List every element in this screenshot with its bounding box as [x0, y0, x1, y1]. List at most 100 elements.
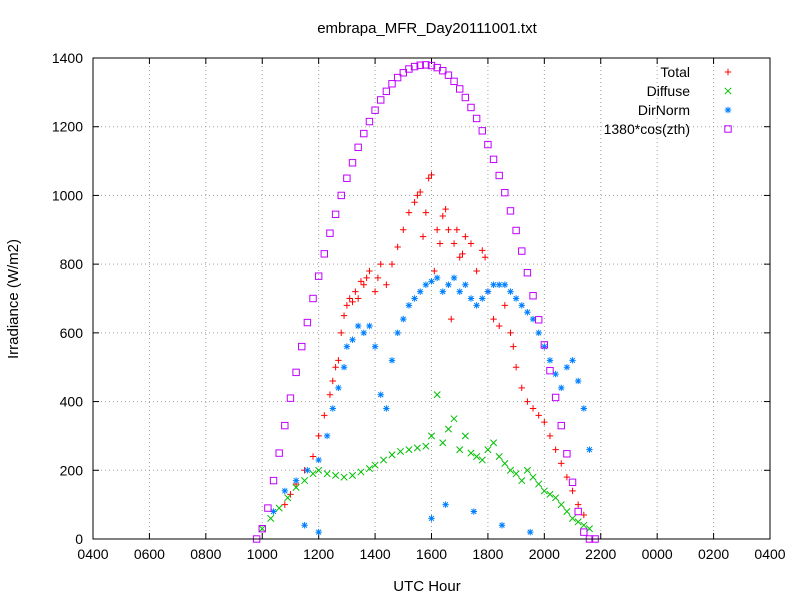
data-point: [546, 432, 554, 440]
data-point: [534, 316, 543, 324]
data-point: [360, 329, 367, 337]
data-point: [337, 191, 345, 200]
legend-marker: [724, 106, 732, 114]
legend-marker: [724, 68, 732, 76]
data-point: [321, 412, 328, 419]
data-point: [411, 295, 418, 302]
data-point: [524, 309, 531, 316]
data-point: [340, 473, 348, 481]
data-point: [552, 446, 559, 453]
data-point: [501, 459, 509, 467]
data-point: [275, 449, 283, 457]
data-point: [535, 412, 542, 419]
data-point: [340, 312, 348, 319]
data-point: [523, 269, 532, 277]
data-point: [292, 477, 300, 484]
data-point: [335, 384, 342, 392]
data-point: [461, 432, 469, 440]
data-point: [433, 226, 441, 233]
data-point: [467, 449, 475, 457]
data-point: [490, 281, 497, 288]
legend-label: 1380*cos(zth): [604, 121, 690, 137]
legend: Total Diffuse DirNorm 1380*cos(zth): [604, 64, 732, 137]
data-point: [371, 288, 379, 295]
data-point: [371, 106, 379, 114]
data-point: [292, 368, 300, 377]
data-point: [445, 226, 452, 233]
data-point: [439, 288, 446, 295]
data-point: [484, 140, 492, 149]
data-point: [580, 528, 588, 536]
data-point: [363, 274, 370, 282]
data-point: [439, 439, 447, 447]
data-point: [422, 61, 430, 69]
data-point: [269, 476, 278, 485]
data-point: [518, 247, 526, 255]
data-point: [400, 315, 407, 323]
data-point: [439, 212, 446, 220]
data-point: [417, 288, 424, 295]
x-tick-label: 1400: [360, 546, 391, 562]
data-point: [374, 274, 382, 282]
data-point: [456, 254, 463, 261]
data-point: [563, 473, 571, 481]
x-tick-label: 1000: [247, 546, 278, 562]
data-point: [329, 377, 336, 385]
data-point: [535, 480, 543, 488]
data-point: [563, 364, 571, 371]
data-point: [405, 65, 413, 73]
x-tick-label: 0400: [77, 546, 108, 562]
data-point: [281, 487, 289, 495]
data-point: [445, 281, 452, 288]
axes: 0400 0600 0800 1000 1200 1400 1600 1800 2000 2200…: [52, 50, 786, 562]
data-point: [340, 364, 348, 371]
y-tick-label: 800: [60, 256, 84, 272]
data-point: [377, 96, 385, 104]
chart-title: embrapa_MFR_Day20111001.txt: [317, 20, 537, 37]
data-point: [360, 129, 368, 138]
data-point: [535, 329, 542, 337]
data-point: [258, 524, 266, 533]
data-point: [414, 192, 421, 199]
x-tick-label: 2200: [585, 546, 616, 562]
data-point: [314, 272, 323, 280]
data-point: [496, 281, 503, 288]
x-tick-label: 0000: [642, 546, 673, 562]
data-point: [506, 466, 515, 474]
data-point: [382, 87, 391, 96]
data-point: [523, 466, 531, 474]
data-point: [416, 61, 424, 69]
legend-marker: [724, 125, 732, 133]
legend-label: Diffuse: [647, 83, 691, 99]
data-point: [512, 470, 520, 478]
data-point: [529, 315, 537, 323]
data-point: [301, 477, 309, 485]
y-tick-label: 1000: [52, 187, 83, 203]
data-point: [473, 452, 481, 461]
data-point: [388, 80, 396, 88]
data-point: [354, 322, 362, 330]
data-point: [540, 487, 548, 495]
data-point: [267, 514, 275, 522]
data-point: [425, 175, 432, 182]
grid: [93, 58, 770, 539]
data-point: [461, 93, 470, 102]
data-point: [459, 250, 466, 258]
data-point: [315, 432, 322, 440]
data-point: [439, 67, 447, 75]
data-point: [343, 302, 351, 309]
data-point: [388, 357, 396, 364]
data-point: [383, 281, 390, 288]
data-point: [546, 357, 554, 364]
data-point: [419, 233, 427, 240]
data-point: [309, 453, 317, 460]
data-point: [354, 143, 362, 152]
data-point: [301, 522, 308, 529]
data-point: [529, 292, 537, 300]
data-point: [394, 243, 401, 251]
data-point: [388, 260, 396, 268]
data-point: [467, 103, 475, 112]
y-tick-label: 1400: [52, 50, 83, 66]
data-point: [331, 210, 340, 219]
